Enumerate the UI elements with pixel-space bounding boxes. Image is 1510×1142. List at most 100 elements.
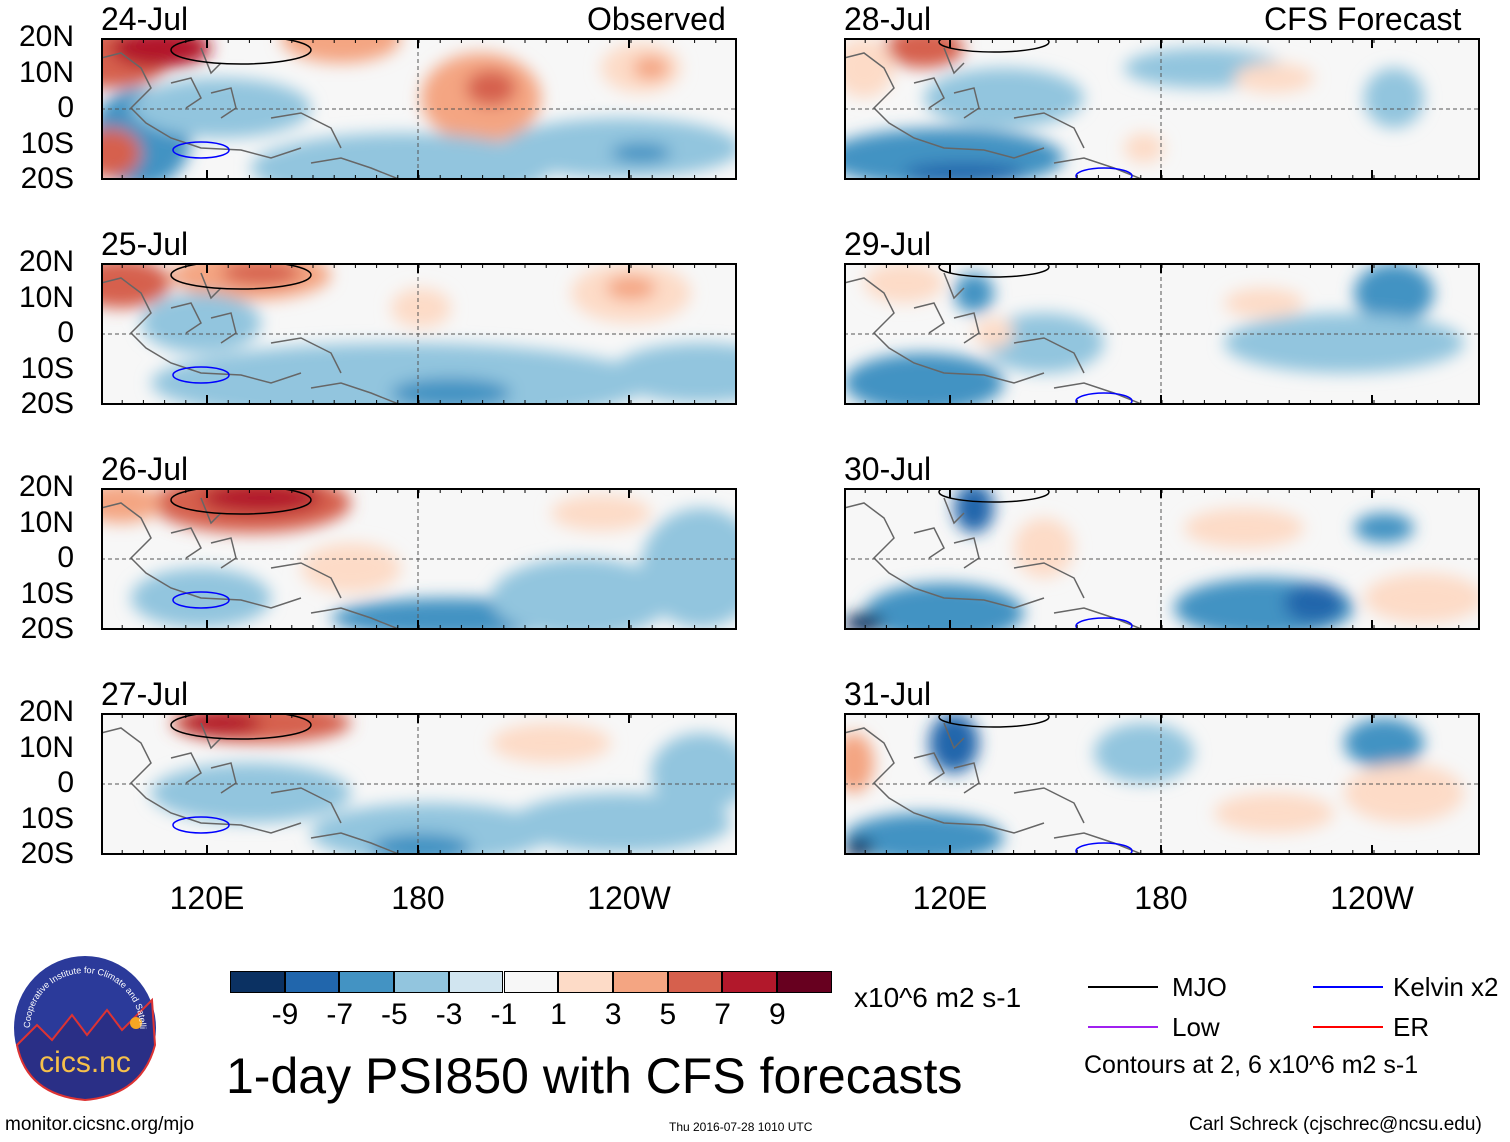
coastline bbox=[844, 47, 1145, 180]
map-panel bbox=[844, 263, 1480, 405]
anomaly-region bbox=[1094, 723, 1194, 783]
map-panel bbox=[844, 38, 1480, 180]
lat-label: 20S bbox=[20, 837, 74, 870]
colorbar-label: 7 bbox=[714, 998, 731, 1031]
anomaly-region bbox=[844, 613, 884, 630]
coastline bbox=[844, 722, 1145, 855]
map-panel bbox=[101, 488, 737, 630]
anomaly-region bbox=[929, 713, 979, 773]
colorbar-label: -1 bbox=[490, 998, 518, 1031]
lat-label: 20S bbox=[20, 387, 74, 420]
colorbar-swatch bbox=[284, 971, 340, 993]
legend-label-kelvin: Kelvin x2 bbox=[1393, 972, 1499, 1002]
lat-label: 0 bbox=[57, 316, 74, 349]
panel-date-4: 28-Jul bbox=[844, 1, 932, 37]
legend-label-low: Low bbox=[1172, 1012, 1220, 1042]
coastline bbox=[101, 47, 402, 180]
anomaly-region bbox=[1014, 518, 1074, 578]
anomaly-region bbox=[1344, 718, 1424, 768]
mjo-contour bbox=[170, 263, 312, 290]
lat-label: 0 bbox=[57, 541, 74, 574]
anomaly-region bbox=[151, 763, 351, 823]
legend-line-er bbox=[1313, 1026, 1383, 1028]
colorbar-label: 1 bbox=[550, 998, 567, 1031]
legend-line-low bbox=[1088, 1026, 1158, 1028]
anomaly-region bbox=[201, 488, 321, 513]
coastline bbox=[844, 272, 1145, 405]
mjo-contour bbox=[170, 488, 312, 515]
kelvin-contour bbox=[1075, 842, 1133, 855]
mjo-contour bbox=[170, 38, 312, 65]
anomaly-region bbox=[466, 70, 516, 106]
anomaly-region bbox=[371, 833, 471, 855]
footer-timestamp: Thu 2016-07-28 1010 UTC bbox=[669, 1120, 813, 1134]
anomaly-region bbox=[551, 495, 651, 531]
anomaly-region bbox=[491, 558, 671, 630]
anomaly-region bbox=[844, 38, 894, 98]
anomaly-region bbox=[311, 803, 551, 855]
colorbar-swatch bbox=[667, 971, 723, 993]
legend-line-kelvin bbox=[1313, 986, 1383, 988]
colorbar-label: 9 bbox=[768, 998, 786, 1031]
mjo-contour bbox=[938, 38, 1050, 53]
lat-label: 20N bbox=[18, 470, 74, 503]
lat-label: 20S bbox=[20, 162, 74, 195]
kelvin-contour bbox=[172, 591, 230, 609]
kelvin-contour bbox=[172, 366, 230, 384]
colorbar-swatch bbox=[612, 971, 668, 993]
anomaly-region bbox=[1284, 583, 1344, 623]
anomaly-region bbox=[1214, 793, 1334, 833]
footer-url[interactable]: monitor.cicsnc.org/mjo bbox=[5, 1114, 195, 1135]
anomaly-region bbox=[491, 723, 611, 763]
colorbar-label: -9 bbox=[271, 998, 299, 1031]
legend-line-mjo bbox=[1088, 986, 1158, 988]
colorbar-swatch bbox=[558, 971, 613, 993]
colorbar-swatch bbox=[230, 971, 285, 993]
lon-label-right-120w: 120W bbox=[1330, 880, 1414, 916]
colorbar-swatch bbox=[777, 971, 832, 993]
lat-label: 10N bbox=[18, 55, 74, 89]
forecast-label: CFS Forecast bbox=[1264, 1, 1462, 37]
mjo-contour bbox=[938, 488, 1050, 503]
lon-label-left-120e: 120E bbox=[169, 880, 245, 916]
map-panel bbox=[101, 38, 737, 180]
anomaly-region bbox=[904, 163, 1024, 180]
mjo-contour bbox=[938, 263, 1050, 278]
lat-label: 0 bbox=[57, 766, 74, 799]
observed-label: Observed bbox=[587, 1, 726, 37]
map-panel bbox=[844, 713, 1480, 855]
panel-date-7: 31-Jul bbox=[844, 676, 932, 712]
panel-date-5: 29-Jul bbox=[844, 226, 932, 262]
anomaly-region bbox=[606, 276, 656, 300]
anomaly-region bbox=[281, 38, 401, 63]
anomaly-region bbox=[924, 68, 1084, 128]
anomaly-region bbox=[101, 488, 161, 523]
kelvin-contour bbox=[172, 141, 230, 159]
anomaly-region bbox=[391, 378, 511, 405]
colorbar-swatch bbox=[503, 971, 559, 993]
footer-credit: Carl Schreck (cjschrec@ncsu.edu) bbox=[1189, 1114, 1482, 1135]
contour-note: Contours at 2, 6 x10^6 m2 s-1 bbox=[1084, 1051, 1419, 1079]
anomaly-region bbox=[1234, 63, 1314, 93]
map-panel bbox=[844, 488, 1480, 630]
anomaly-region bbox=[1224, 313, 1464, 373]
anomaly-region bbox=[391, 288, 451, 328]
lat-label: 20N bbox=[18, 245, 74, 278]
kelvin-contour bbox=[1075, 617, 1133, 630]
anomaly-region bbox=[844, 733, 874, 793]
anomaly-region bbox=[633, 56, 669, 80]
anomaly-region bbox=[1224, 288, 1304, 318]
colorbar-swatch bbox=[448, 971, 504, 993]
mjo-contour bbox=[938, 713, 1050, 728]
lat-label: 10S bbox=[20, 351, 74, 385]
colorbar-label: 3 bbox=[604, 998, 622, 1031]
colorbar-swatch bbox=[722, 971, 777, 993]
anomaly-region bbox=[611, 343, 737, 403]
anomaly-region bbox=[251, 133, 551, 180]
anomaly-region bbox=[1124, 133, 1164, 163]
anomaly-region bbox=[1184, 508, 1304, 548]
anomaly-region bbox=[844, 838, 874, 855]
anomaly-region bbox=[181, 713, 261, 735]
colorbar-label: -3 bbox=[435, 998, 463, 1031]
